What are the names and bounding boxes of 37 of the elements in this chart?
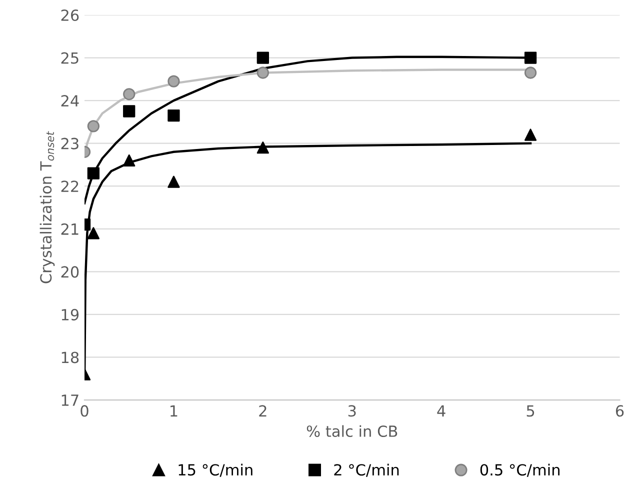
point [524,128,537,141]
x-tick-label: 3 [348,405,356,417]
y-tick-label: 24 [61,95,79,106]
legend-label: 2 °C/min [334,464,399,477]
legend-label: 0.5 °C/min [480,464,560,477]
x-tick-label: 0 [80,405,88,417]
point [123,88,136,100]
x-tick-label: 5 [526,405,534,417]
x-tick-label: 1 [170,405,178,416]
y-tick-label: 19 [62,308,79,320]
point [123,105,136,118]
point [87,227,100,240]
point [123,154,136,167]
point [256,66,269,79]
point [87,120,100,132]
y-tick-label: 17 [62,394,78,406]
y-tick-label: 23 [61,138,78,150]
y-tick-label: 18 [62,352,79,364]
point [256,142,269,154]
legend-label: 15 °C/min [178,464,252,477]
x-tick-label: 6 [616,405,624,417]
y-axis-title: Crystallization T$_{onset}$ [40,131,55,284]
point [87,167,100,180]
point [168,109,180,122]
y-tick-label: 21 [61,223,78,235]
y-tick-label: 20 [61,266,79,278]
point [256,52,269,64]
point [168,176,180,188]
point [524,66,537,79]
y-tick-label: 22 [61,180,78,192]
y-tick-label: 25 [61,52,78,64]
x-tick-label: 4 [437,405,446,416]
y-tick-label: 26 [61,9,79,22]
x-tick-label: 2 [259,405,266,416]
point [524,52,537,64]
point [168,75,180,88]
x-axis-title: % talc in CB [306,425,398,438]
